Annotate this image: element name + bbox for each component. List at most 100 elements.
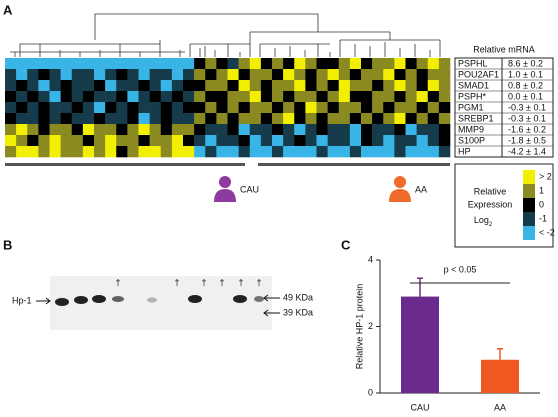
heat-cell [349,102,362,114]
heat-cell [194,124,206,136]
heat-cell [160,91,173,103]
heatmap: CAU AA Relative Expression Log2 > 2 1 0 -1 < -2 [5,58,555,248]
heat-cell [105,146,117,158]
heat-cell [138,91,150,103]
heat-cell [361,69,373,81]
heat-cell [238,69,251,81]
person-icon [394,176,406,188]
heat-cell [427,58,440,70]
heat-cell [216,124,228,136]
heat-cell [60,102,73,114]
heat-cell [149,102,162,114]
heat-cell [405,124,417,136]
heat-cell [405,91,417,103]
heat-cell [383,102,395,114]
heat-cell [438,80,451,92]
heat-cell [416,69,429,81]
heat-cell [94,113,106,125]
heat-cell [60,58,73,70]
heat-cell [338,69,351,81]
heat-cell [438,113,451,125]
legend-title: Log2 [474,215,493,227]
heat-cell [38,80,50,92]
heat-cell [227,135,239,147]
heat-cell [272,135,284,147]
heat-cell [49,102,61,114]
group-label: AA [415,184,427,194]
heat-cell [71,69,84,81]
heat-cell [205,69,217,81]
heat-cell [249,135,262,147]
legend-label: 1 [539,185,544,195]
heat-cell [438,135,451,147]
heat-cell [183,102,195,114]
heat-cell [116,146,128,158]
heat-cell [394,146,406,158]
panel-label: B [3,237,12,252]
heat-cell [361,102,373,114]
heat-cell [138,80,150,92]
heat-cell [338,146,351,158]
heat-cell [38,124,50,136]
heat-cell [327,80,340,92]
size-marker: 49 KDa [283,292,313,302]
panel-label: A [3,2,13,17]
heat-cell [127,80,139,92]
heat-cell [338,58,351,70]
heat-cell [427,80,440,92]
heat-cell [349,146,362,158]
heat-cell [338,113,351,125]
heat-cell [227,102,239,114]
blot-label: Hp-1 [12,295,32,305]
heat-cell [383,69,395,81]
heat-cell [249,146,262,158]
heat-cell [416,102,429,114]
heat-cell [227,58,239,70]
heat-cell [160,69,173,81]
heat-cell [249,102,262,114]
heat-cell [316,135,328,147]
heat-cell [82,80,95,92]
heat-cell [316,69,328,81]
heat-cell [394,135,406,147]
person-icon [219,176,231,188]
heat-cell [38,113,50,125]
heat-cell [205,58,217,70]
heat-cell [283,69,295,81]
heat-cell [16,146,28,158]
gene-name: MMP9 [458,124,484,134]
heat-cell [427,124,440,136]
heat-cell [127,135,139,147]
heat-cell [27,91,39,103]
heat-cell [238,124,251,136]
heat-cell [49,135,61,147]
heat-cell [349,124,362,136]
heat-cell [294,69,306,81]
heat-cell [260,102,273,114]
person-icon [389,189,411,202]
heat-cell [272,80,284,92]
heat-cell [394,124,406,136]
heat-cell [394,69,406,81]
heat-cell [138,146,150,158]
heat-cell [127,58,139,70]
gene-name: SREBP1 [458,113,494,123]
heat-cell [183,91,195,103]
heat-cell [405,58,417,70]
heat-cell [71,91,84,103]
heat-cell [427,69,440,81]
heat-cell [149,80,162,92]
y-tick-label: 0 [368,387,373,397]
heat-cell [27,102,39,114]
heat-cell [338,80,351,92]
heat-cell [5,58,17,70]
heat-cell [194,146,206,158]
heat-cell [205,102,217,114]
heat-cell [49,124,61,136]
dagger: † [174,277,179,287]
heat-cell [227,91,239,103]
heat-cell [361,91,373,103]
heat-cell [260,135,273,147]
heat-cell [82,135,95,147]
